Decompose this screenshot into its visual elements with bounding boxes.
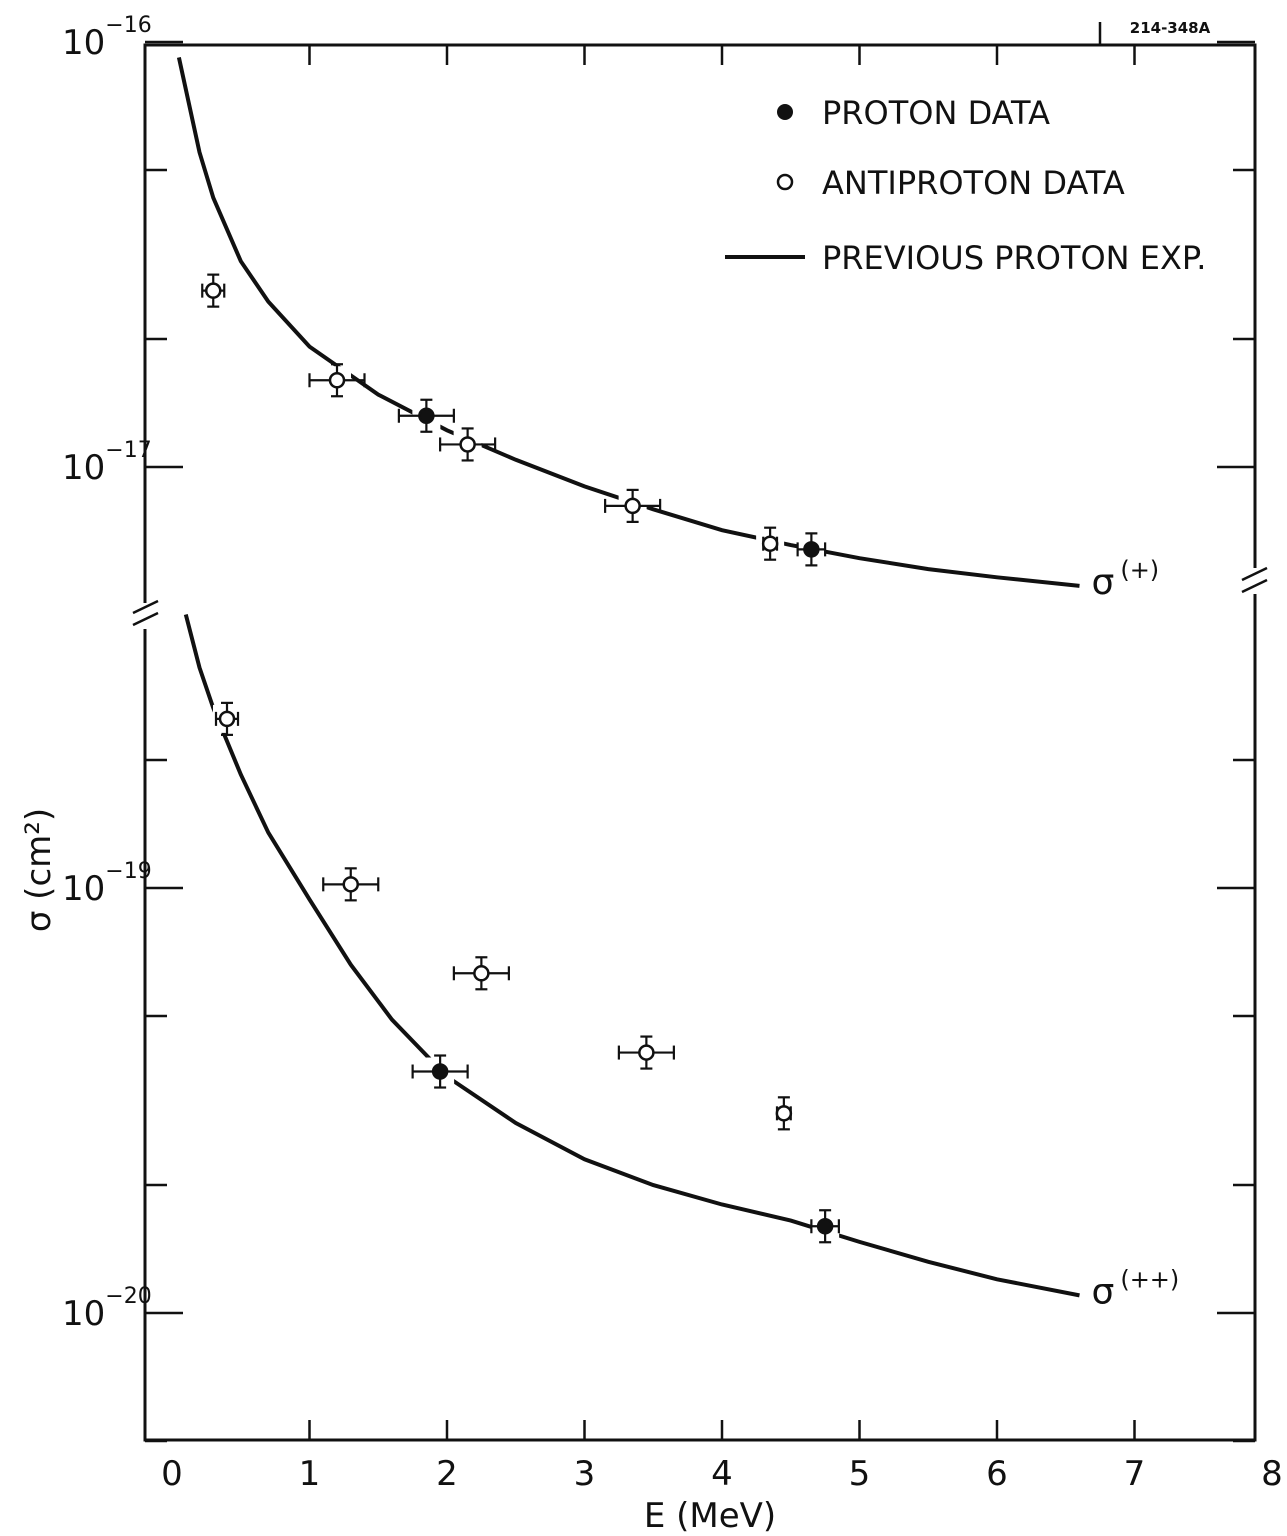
proton-data-point bbox=[796, 532, 827, 567]
y-tick-label: 10−20 bbox=[62, 1284, 152, 1334]
axis-break-right bbox=[1241, 566, 1268, 594]
figure-id: 214-348A bbox=[1130, 19, 1211, 37]
x-tick-label: 2 bbox=[436, 1454, 458, 1494]
y-tick-label: 10−19 bbox=[62, 859, 152, 909]
x-tick-label: 0 bbox=[161, 1454, 183, 1494]
previous-proton-exp-curve-1 bbox=[176, 56, 1080, 588]
x-tick-label: 1 bbox=[299, 1454, 321, 1494]
axis-break-left bbox=[132, 599, 159, 629]
previous-proton-exp-curve-2 bbox=[183, 614, 1080, 1298]
legend-label: PROTON DATA bbox=[822, 94, 1050, 132]
legend-label: PREVIOUS PROTON EXP. bbox=[822, 239, 1206, 277]
curve-label-2: σ (++) bbox=[1092, 1265, 1180, 1312]
antiproton-data-point bbox=[308, 363, 366, 398]
y-tick-label: 10−16 bbox=[62, 13, 152, 63]
previous-proton-exp-curves bbox=[176, 56, 1080, 1298]
legend-entry-2: ANTIPROTON DATA bbox=[776, 164, 1125, 202]
x-tick-label: 4 bbox=[711, 1454, 733, 1494]
legend-entry-3: PREVIOUS PROTON EXP. bbox=[725, 239, 1206, 277]
legend: PROTON DATA ANTIPROTON DATA PREVIOUS PROTO… bbox=[725, 94, 1206, 277]
x-axis: 0 1 2 3 4 5 6 7 8 bbox=[161, 45, 1283, 1494]
x-tick-label: 3 bbox=[574, 1454, 596, 1494]
antiproton-data-point bbox=[604, 488, 662, 523]
antiproton-data-point bbox=[452, 956, 510, 991]
legend-marker-filled bbox=[777, 104, 793, 120]
x-axis-label: E (MeV) bbox=[644, 1496, 776, 1536]
legend-label: ANTIPROTON DATA bbox=[822, 164, 1125, 202]
antiproton-data-point bbox=[199, 273, 228, 308]
x-tick-label: 8 bbox=[1261, 1454, 1283, 1494]
curve-label-1: σ (+) bbox=[1092, 556, 1160, 603]
y-tick-label: 10−17 bbox=[62, 438, 152, 488]
legend-marker-open bbox=[776, 173, 794, 191]
antiproton-data-point bbox=[769, 1096, 798, 1131]
x-tick-label: 7 bbox=[1124, 1454, 1146, 1494]
antiproton-data-point bbox=[617, 1035, 675, 1070]
data-points bbox=[199, 273, 840, 1244]
proton-data-point bbox=[397, 398, 455, 433]
proton-data-point bbox=[411, 1054, 469, 1089]
antiproton-data-point bbox=[756, 526, 785, 561]
antiproton-data-point bbox=[439, 427, 497, 462]
x-tick-label: 5 bbox=[849, 1454, 871, 1494]
curve-labels: σ (+) σ (++) bbox=[1092, 556, 1180, 1312]
y-axis-label: σ (cm²) bbox=[19, 808, 59, 932]
legend-entry-1: PROTON DATA bbox=[777, 94, 1050, 132]
x-tick-label: 6 bbox=[986, 1454, 1008, 1494]
proton-data-point bbox=[810, 1209, 840, 1244]
antiproton-data-point bbox=[213, 701, 241, 736]
antiproton-data-point bbox=[322, 867, 380, 902]
plot-frame bbox=[143, 43, 1257, 1442]
